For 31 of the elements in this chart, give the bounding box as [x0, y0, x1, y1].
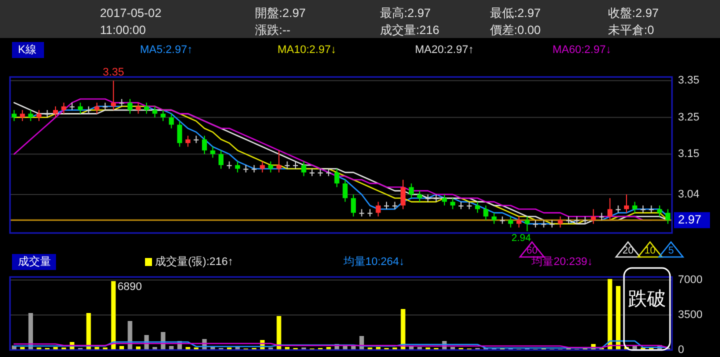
text: MA60:2.97↓	[552, 44, 612, 56]
ref-line-label: 2.97	[678, 212, 702, 226]
annotation: 3.35	[102, 66, 124, 79]
text: 最低:2.97	[490, 6, 542, 20]
y-tick-label: 3500	[678, 308, 702, 321]
text: 2017-05-02	[100, 6, 162, 20]
text: 成交量:216	[380, 23, 440, 38]
y-tick-label: 3.25	[678, 111, 700, 124]
text: 5	[668, 246, 674, 257]
annotation: 6890	[117, 281, 142, 294]
text: 最高:2.97	[380, 6, 432, 20]
y-tick-label: 3.15	[678, 148, 700, 160]
annotation: 2.94	[511, 232, 532, 244]
text: MA20:2.97↑	[415, 44, 474, 56]
text: 11:00:00	[100, 23, 146, 38]
legend-label: 成交量(張):216↑	[155, 254, 234, 268]
text: 均量10:264↓	[342, 256, 404, 268]
y-tick-label: 3.04	[678, 188, 700, 200]
text: 未平倉:0	[608, 23, 654, 38]
text: 漲跌:--	[255, 23, 290, 38]
chart-title: K線	[18, 44, 36, 56]
text: 開盤:2.97	[255, 6, 306, 20]
y-tick-label: 3.35	[678, 74, 700, 87]
text: MA10:2.97↓	[278, 44, 336, 56]
y-tick-label: 0	[678, 344, 684, 356]
chart-title: 成交量	[18, 254, 51, 268]
text: 收盤:2.97	[608, 6, 660, 20]
text: MA5:2.97↑	[140, 44, 193, 56]
y-tick-label: 7000	[678, 274, 702, 286]
text: 價差:0.00	[490, 23, 542, 38]
annotation: 跌破	[628, 288, 666, 310]
